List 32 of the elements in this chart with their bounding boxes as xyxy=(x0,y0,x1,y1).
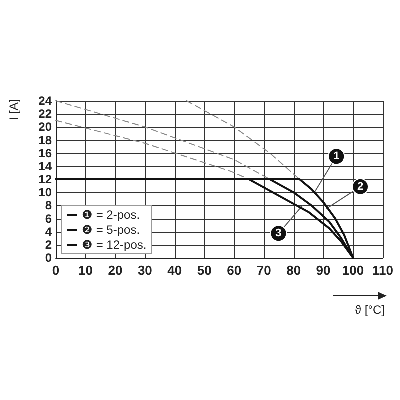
y-tick-label: 16 xyxy=(38,146,52,160)
x-tick-label: 30 xyxy=(138,263,152,278)
annotation: 1 xyxy=(334,150,340,163)
y-tick-label: 24 xyxy=(38,94,52,108)
x-tick-label: 100 xyxy=(342,263,364,278)
x-tick-label: 10 xyxy=(78,263,93,278)
annotation: 3 xyxy=(276,228,282,240)
x-tick-label: 70 xyxy=(256,263,272,278)
x-tick-label: 50 xyxy=(197,263,212,278)
y-tick-label: 8 xyxy=(45,198,52,213)
x-tick-label: 80 xyxy=(286,263,302,278)
y-tick-label: 22 xyxy=(38,107,52,122)
x-axis-title: ϑ [°C] xyxy=(354,303,385,317)
y-tick-label: 2 xyxy=(45,238,52,252)
x-tick-label: 40 xyxy=(168,263,182,278)
x-tick-label: 60 xyxy=(227,263,242,278)
y-tick-label: 18 xyxy=(38,133,52,148)
y-tick-label: 10 xyxy=(38,186,52,200)
y-tick-label: 4 xyxy=(45,224,52,239)
legend-label: ❸ = 12-pos. xyxy=(82,238,147,252)
x-tick-label: 20 xyxy=(108,263,123,278)
y-tick-label: 0 xyxy=(45,251,52,265)
y-tick-label: 6 xyxy=(45,212,52,226)
y-tick-label: 20 xyxy=(38,120,52,134)
y-tick-label: 14 xyxy=(38,159,52,174)
legend-label: ❶ = 2-pos. xyxy=(82,208,140,222)
y-tick-label: 12 xyxy=(38,172,52,186)
annotation: 2 xyxy=(357,180,364,193)
legend-label: ❷ = 5-pos. xyxy=(82,223,140,237)
y-axis-title: I [A] xyxy=(7,99,21,121)
x-tick-label: 90 xyxy=(316,263,331,278)
x-tick-label: 110 xyxy=(372,263,394,278)
